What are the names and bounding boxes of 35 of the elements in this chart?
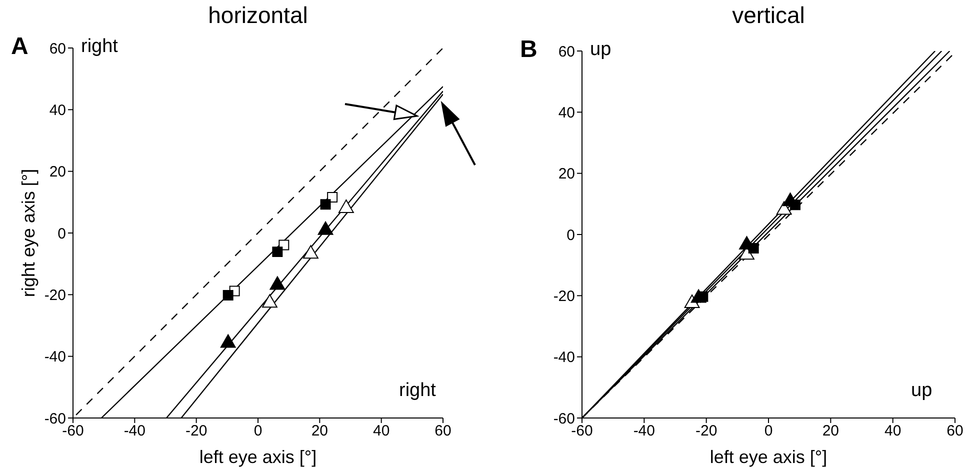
x-axis-title: left eye axis [°] bbox=[710, 447, 828, 467]
y-tick-label: -20 bbox=[553, 288, 575, 305]
y-tick-label: 60 bbox=[49, 40, 66, 58]
x-tick-label: 20 bbox=[822, 422, 840, 440]
y-tick-label: 20 bbox=[49, 164, 66, 181]
x-tick-label: 60 bbox=[946, 422, 964, 440]
y-tick-label: -40 bbox=[553, 349, 575, 366]
annotation: up bbox=[911, 379, 932, 403]
chart-title: horizontal bbox=[207, 1, 309, 30]
annotation: right bbox=[399, 379, 436, 403]
y-tick-label: 60 bbox=[558, 43, 575, 60]
x-tick-label: -40 bbox=[124, 422, 146, 440]
text: B bbox=[520, 36, 538, 63]
y-tick-label: -40 bbox=[44, 348, 66, 366]
y-axis-title: right eye axis [°] bbox=[18, 168, 38, 298]
y-tick-label: -20 bbox=[44, 286, 66, 304]
x-axis-title: left eye axis [°] bbox=[199, 447, 317, 467]
x-tick-label: 40 bbox=[884, 422, 902, 440]
x-tick-label: 0 bbox=[764, 422, 773, 440]
x-tick-label: -40 bbox=[633, 422, 656, 440]
x-tick-label: 20 bbox=[311, 422, 328, 440]
text: A bbox=[11, 33, 28, 60]
x-tick-label: 0 bbox=[254, 422, 262, 440]
y-tick-label: 20 bbox=[558, 166, 575, 183]
y-tick-label: 40 bbox=[49, 102, 66, 119]
annotation: right bbox=[81, 35, 118, 59]
x-tick-label: -20 bbox=[695, 422, 718, 440]
x-tick-label: -20 bbox=[185, 422, 208, 440]
y-tick-label: 0 bbox=[58, 225, 66, 242]
x-tick-label: 40 bbox=[372, 422, 390, 440]
y-tick-label: 40 bbox=[558, 104, 575, 122]
y-tick-label: 0 bbox=[566, 226, 575, 244]
chart-title: vertical bbox=[731, 1, 806, 30]
x-tick-label: 60 bbox=[434, 422, 452, 440]
annotation: up bbox=[590, 38, 612, 62]
